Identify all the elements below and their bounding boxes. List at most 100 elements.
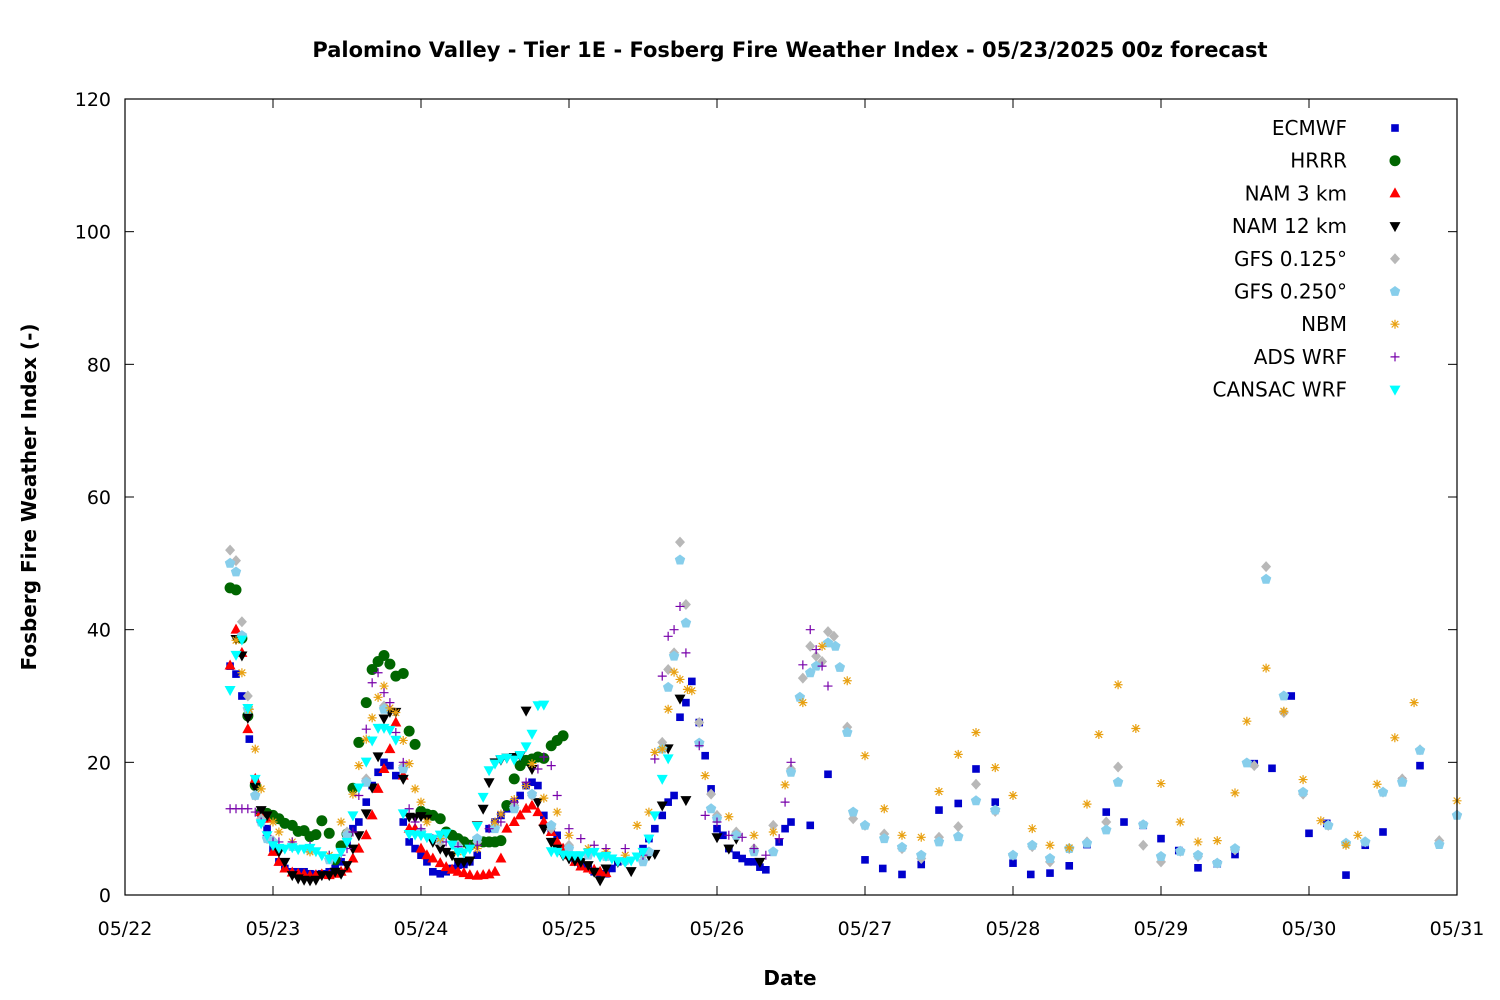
data-point <box>970 795 982 806</box>
data-point <box>347 811 359 822</box>
data-point <box>341 861 353 872</box>
data-point <box>337 858 345 866</box>
data-point <box>464 844 476 855</box>
data-point <box>1175 817 1185 827</box>
data-point <box>774 834 784 844</box>
data-point <box>379 688 389 698</box>
data-point <box>682 698 690 707</box>
data-point <box>472 833 483 844</box>
data-point <box>390 716 402 727</box>
data-point <box>378 714 390 725</box>
data-point <box>361 724 371 734</box>
legend-marker <box>1389 385 1401 396</box>
series-cansac-wrf <box>224 635 674 868</box>
data-point <box>242 723 254 734</box>
data-point <box>588 867 600 878</box>
legend-label: CANSAC WRF <box>1212 378 1347 402</box>
data-point <box>347 852 359 863</box>
data-point <box>399 818 408 826</box>
data-point <box>1360 836 1371 847</box>
data-point <box>446 840 458 851</box>
data-point <box>410 817 420 827</box>
data-point <box>526 729 538 740</box>
y-tick-label: 80 <box>87 354 111 376</box>
data-point <box>353 831 365 842</box>
data-point <box>768 846 779 857</box>
data-point <box>310 875 322 886</box>
data-point <box>824 770 832 779</box>
data-point <box>917 860 926 869</box>
data-point <box>546 819 557 830</box>
data-point <box>483 778 495 789</box>
data-point <box>860 751 870 761</box>
data-point <box>588 847 600 858</box>
data-point <box>688 677 696 686</box>
data-point <box>384 725 396 736</box>
data-point <box>286 871 298 882</box>
legend-label: GFS 0.125° <box>1234 247 1347 271</box>
data-point <box>237 668 247 678</box>
data-point <box>1113 761 1124 773</box>
data-point <box>410 784 420 794</box>
data-point <box>768 819 779 831</box>
data-point <box>483 766 495 777</box>
data-point <box>508 755 520 766</box>
data-point <box>310 829 322 841</box>
data-point <box>680 617 692 628</box>
data-point <box>249 774 261 785</box>
data-point <box>464 856 476 867</box>
data-point <box>637 856 649 867</box>
data-point <box>230 650 242 661</box>
data-point <box>781 824 789 833</box>
data-point <box>990 804 1001 815</box>
data-point <box>1341 840 1351 850</box>
data-point <box>594 876 606 887</box>
data-point <box>878 864 887 873</box>
data-point <box>273 855 285 866</box>
data-point <box>464 869 476 880</box>
data-point <box>415 842 427 853</box>
data-point <box>1390 733 1400 743</box>
data-point <box>446 863 458 874</box>
data-point <box>1342 871 1350 879</box>
data-point <box>386 761 394 770</box>
data-point <box>263 824 271 833</box>
data-point <box>353 736 365 748</box>
data-point <box>538 700 550 711</box>
data-point <box>434 857 446 868</box>
data-point <box>1112 776 1124 787</box>
data-point <box>526 764 538 775</box>
data-point <box>805 625 815 635</box>
data-point <box>231 635 241 645</box>
data-point <box>526 788 538 799</box>
data-point <box>1046 869 1054 877</box>
data-point <box>662 754 674 765</box>
data-point <box>1409 698 1419 708</box>
data-point <box>1138 839 1149 851</box>
legend-label: NBM <box>1301 312 1347 336</box>
legend-label: ECMWF <box>1272 116 1347 140</box>
data-point <box>563 843 575 853</box>
data-point <box>1102 808 1111 816</box>
data-point <box>434 813 446 825</box>
data-point <box>477 804 489 815</box>
data-point <box>348 789 358 799</box>
data-point <box>879 833 890 844</box>
data-point <box>1379 828 1387 836</box>
data-point <box>842 676 852 686</box>
data-point <box>762 865 770 874</box>
data-point <box>842 727 853 737</box>
x-tick-label: 05/23 <box>246 918 301 940</box>
data-point <box>991 798 1000 806</box>
data-point <box>1261 561 1272 573</box>
data-point <box>514 809 526 820</box>
data-point <box>1193 837 1203 847</box>
data-point <box>971 727 981 737</box>
data-point <box>385 703 395 713</box>
data-point <box>397 809 409 820</box>
x-tick-label: 05/26 <box>690 918 745 940</box>
data-point <box>521 777 531 787</box>
data-point <box>859 819 871 830</box>
data-point <box>360 809 372 820</box>
